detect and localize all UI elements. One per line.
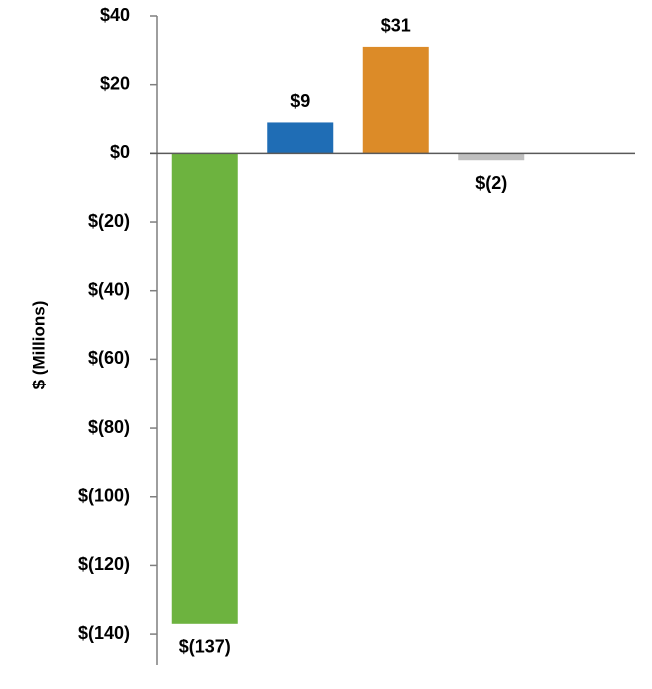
- y-tick-label: $(20): [88, 211, 130, 231]
- y-tick-label: $(40): [88, 279, 130, 299]
- y-tick-label: $(140): [78, 623, 130, 643]
- value-label: $(137): [179, 637, 231, 657]
- bar: [362, 46, 429, 154]
- bar: [171, 153, 238, 624]
- y-tick-label: $(60): [88, 348, 130, 368]
- y-axis-label: $ (Millions): [29, 301, 48, 390]
- value-label: $(2): [475, 173, 507, 193]
- bar: [267, 122, 334, 154]
- value-label: $9: [290, 91, 310, 111]
- y-tick-label: $40: [100, 5, 130, 25]
- bar: [458, 153, 525, 161]
- y-tick-label: $(120): [78, 554, 130, 574]
- y-tick-label: $20: [100, 73, 130, 93]
- value-label: $31: [381, 16, 411, 36]
- y-tick-label: $(100): [78, 485, 130, 505]
- y-tick-label: $(80): [88, 417, 130, 437]
- y-tick-label: $0: [110, 142, 130, 162]
